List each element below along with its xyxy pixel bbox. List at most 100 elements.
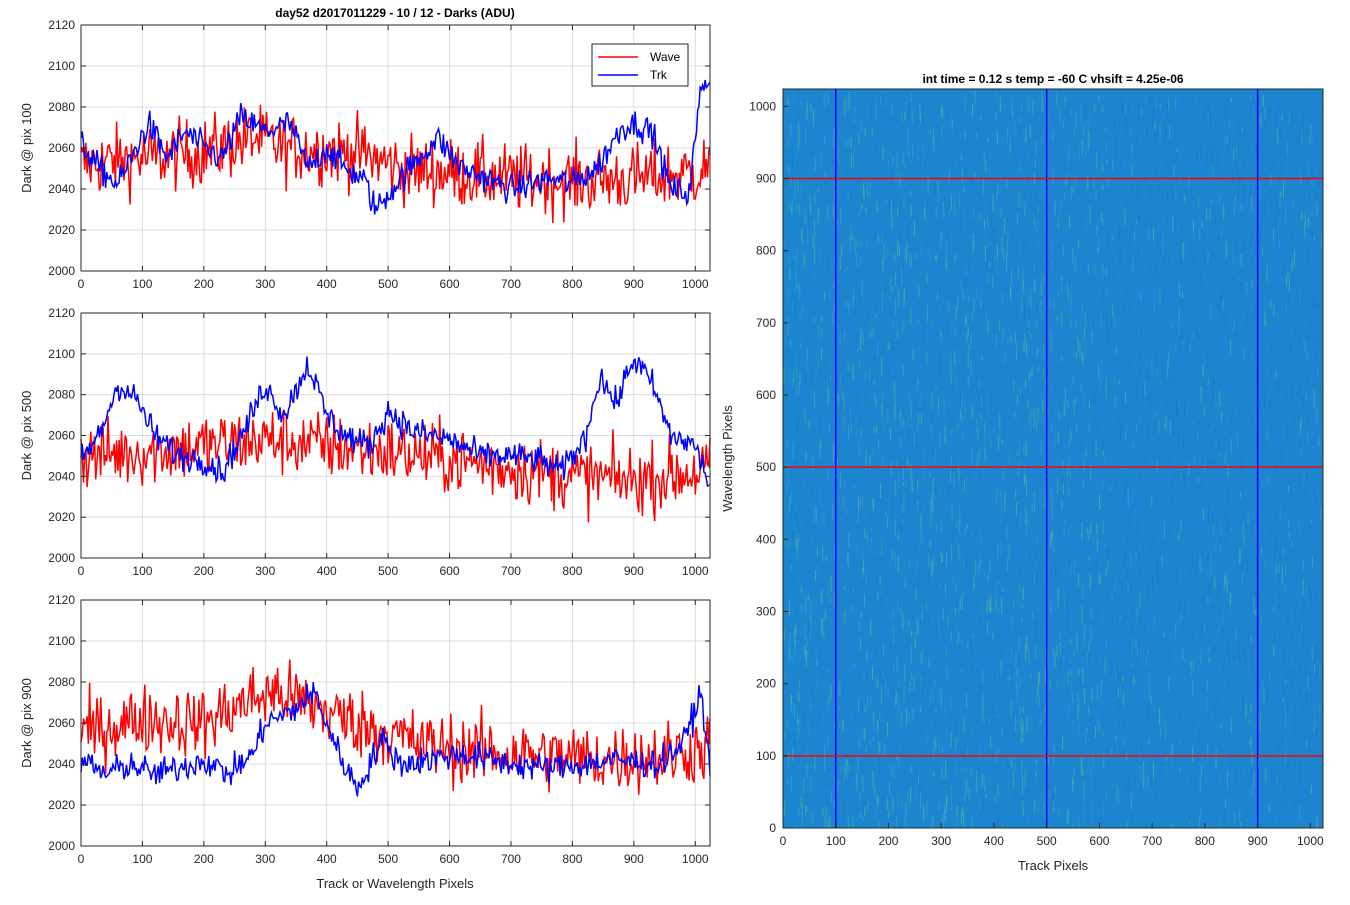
heatmap-streaks — [784, 92, 1323, 828]
x-tick-label: 400 — [984, 834, 1004, 848]
line-plot-1: 2000 2020 2040 2060 2080 2100 2120 0 100 200 300 40… — [19, 18, 711, 291]
series-line-wave — [80, 104, 711, 224]
x-tick-label: 300 — [255, 277, 275, 291]
x-tick-label: 600 — [1089, 834, 1109, 848]
y-axis-label: Dark @ pix 100 — [19, 103, 34, 193]
y-tick-label: 900 — [756, 171, 776, 185]
y-tick-label: 2080 — [48, 675, 75, 689]
heatmap-streaks — [782, 90, 1324, 828]
x-tick-label: 900 — [1248, 834, 1268, 848]
x-tick-label: 700 — [501, 852, 521, 866]
heatmap-streaks — [782, 91, 1323, 828]
x-tick-label: 200 — [194, 564, 214, 578]
series-line-trk — [80, 356, 711, 488]
legend-box — [591, 43, 689, 87]
y-tick-label: 2000 — [48, 264, 75, 278]
x-tick-label: 1000 — [682, 277, 709, 291]
x-tick-label: 400 — [317, 277, 337, 291]
x-tick-label: 1000 — [682, 564, 709, 578]
y-tick-label: 2040 — [48, 469, 75, 483]
legend-label-trk: Trk — [650, 68, 668, 82]
x-tick-label: 500 — [1037, 834, 1057, 848]
x-tick-label: 700 — [1142, 834, 1162, 848]
x-tick-label: 400 — [317, 564, 337, 578]
x-tick-label: 500 — [378, 277, 398, 291]
y-tick-label: 200 — [756, 677, 776, 691]
y-tick-label: 500 — [756, 460, 776, 474]
y-tick-label: 2060 — [48, 141, 75, 155]
heatmap-y-axis-label: Wavelength Pixels — [720, 405, 735, 512]
y-tick-label: 600 — [756, 388, 776, 402]
x-tick-label: 600 — [440, 277, 460, 291]
x-tick-label: 1000 — [682, 852, 709, 866]
y-tick-label: 2120 — [48, 593, 75, 607]
y-tick-label: 400 — [756, 532, 776, 546]
x-tick-label: 800 — [562, 852, 582, 866]
x-tick-label: 600 — [440, 852, 460, 866]
y-tick-label: 2100 — [48, 59, 75, 73]
x-tick-label: 100 — [132, 564, 152, 578]
legend: Wave Trk — [591, 43, 689, 87]
y-axis-label: Dark @ pix 900 — [19, 678, 34, 768]
y-tick-label: 2020 — [48, 223, 75, 237]
y-tick-label: 2100 — [48, 634, 75, 648]
x-tick-label: 700 — [501, 564, 521, 578]
y-tick-label: 1000 — [749, 99, 776, 113]
y-tick-label: 2040 — [48, 757, 75, 771]
series-line-wave — [80, 411, 711, 523]
x-tick-label: 300 — [255, 564, 275, 578]
x-tick-label: 500 — [378, 852, 398, 866]
x-tick-label: 0 — [78, 852, 85, 866]
line-plot-3: 2000 2020 2040 2060 2080 2100 2120 0 100 200 300 40… — [19, 593, 711, 866]
y-tick-label: 2080 — [48, 100, 75, 114]
x-tick-label: 200 — [194, 852, 214, 866]
x-tick-label: 300 — [931, 834, 951, 848]
heatmap-title: int time = 0.12 s temp = -60 C vhsift = … — [922, 72, 1183, 86]
x-tick-label: 0 — [780, 834, 787, 848]
x-tick-label: 800 — [1195, 834, 1215, 848]
heatmap-plot: 0 100 200 300 400 500 600 700 800 900 1000 0 100 200 3… — [720, 88, 1324, 873]
shared-x-axis-label: Track or Wavelength Pixels — [316, 876, 474, 891]
y-tick-label: 800 — [756, 244, 776, 258]
x-tick-label: 900 — [624, 852, 644, 866]
x-tick-label: 200 — [194, 277, 214, 291]
y-tick-label: 2060 — [48, 429, 75, 443]
y-tick-label: 2080 — [48, 388, 75, 402]
x-tick-label: 700 — [501, 277, 521, 291]
y-tick-label: 2100 — [48, 347, 75, 361]
x-tick-label: 300 — [255, 852, 275, 866]
y-tick-label: 2060 — [48, 716, 75, 730]
heatmap-streaks — [782, 90, 1324, 828]
y-tick-label: 100 — [756, 749, 776, 763]
y-tick-label: 2120 — [48, 306, 75, 320]
y-tick-label: 2020 — [48, 510, 75, 524]
x-tick-label: 800 — [562, 564, 582, 578]
x-tick-label: 100 — [132, 852, 152, 866]
y-axis-label: Dark @ pix 500 — [19, 391, 34, 481]
x-tick-label: 1000 — [1297, 834, 1324, 848]
y-tick-label: 2120 — [48, 18, 75, 32]
heatmap-texture — [782, 90, 1324, 828]
x-tick-label: 800 — [562, 277, 582, 291]
x-tick-label: 900 — [624, 277, 644, 291]
heatmap-frame — [782, 88, 1324, 829]
y-tick-label: 2040 — [48, 182, 75, 196]
y-tick-label: 700 — [756, 316, 776, 330]
figure-title: day52 d2017011229 - 10 / 12 - Darks (ADU… — [275, 6, 514, 20]
y-tick-label: 300 — [756, 604, 776, 618]
x-tick-label: 100 — [132, 277, 152, 291]
series-line-wave — [80, 659, 711, 795]
series-line-trk — [80, 79, 711, 215]
heatmap-x-axis-label: Track Pixels — [1018, 858, 1089, 873]
series-line-trk — [80, 682, 711, 797]
line-plot-2: 2000 2020 2040 2060 2080 2100 2120 0 100 200 300 40… — [19, 306, 711, 578]
y-tick-label: 2000 — [48, 839, 75, 853]
x-tick-label: 600 — [440, 564, 460, 578]
y-tick-label: 2020 — [48, 798, 75, 812]
legend-label-wave: Wave — [650, 50, 681, 64]
heatmap-streaks — [783, 90, 1323, 828]
x-tick-label: 200 — [878, 834, 898, 848]
x-tick-label: 500 — [378, 564, 398, 578]
